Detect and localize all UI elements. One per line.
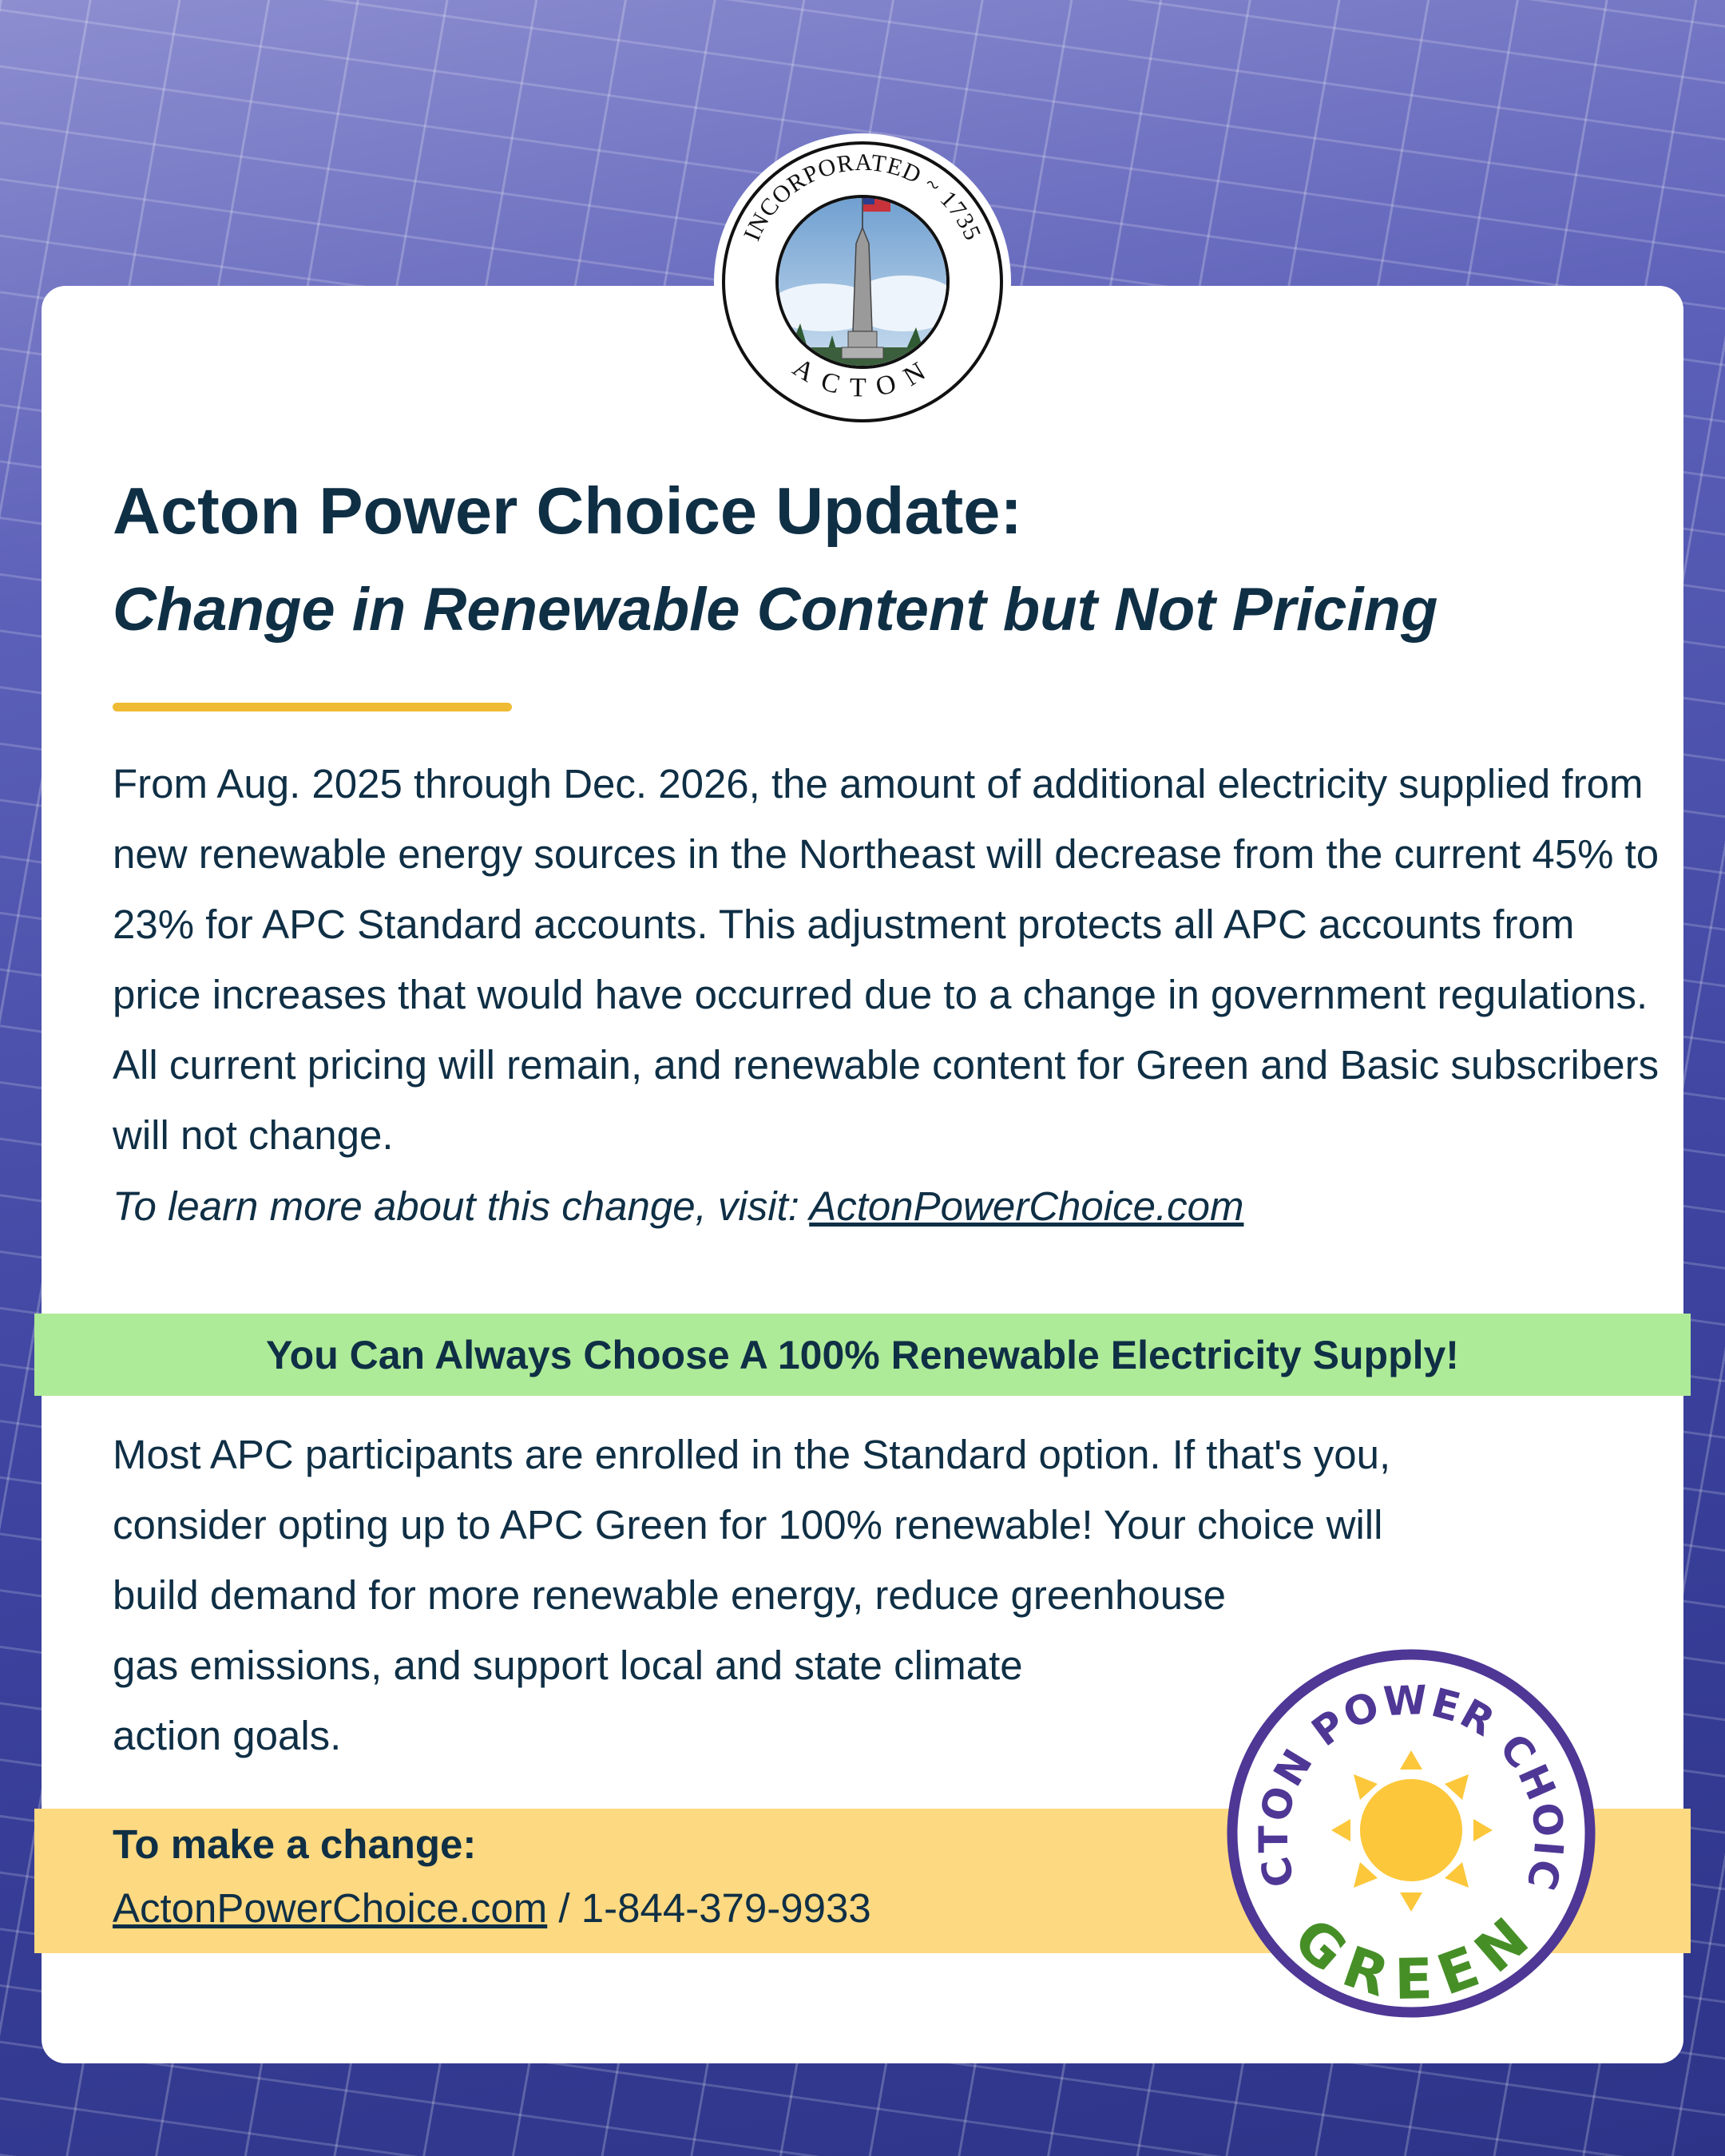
learn-more-line: To learn more about this change, visit: … (113, 1179, 1670, 1235)
page-title: Acton Power Choice Update: (113, 474, 1023, 548)
body-line: action goals. (113, 1713, 342, 1758)
learn-more-link[interactable]: ActonPowerChoice.com (809, 1183, 1244, 1229)
renewable-banner: You Can Always Choose A 100% Renewable E… (34, 1314, 1691, 1396)
banner-text: You Can Always Choose A 100% Renewable E… (266, 1332, 1459, 1377)
body-paragraph: Most APC participants are enrolled in th… (113, 1420, 1390, 1771)
body-line: Most APC participants are enrolled in th… (113, 1432, 1391, 1477)
contact-separator: / (547, 1885, 581, 1931)
learn-more-text: To learn more about this change, visit: (113, 1183, 810, 1229)
body-line: consider opting up to APC Green for 100%… (113, 1502, 1383, 1548)
body-line: gas emissions, and support local and sta… (113, 1643, 1023, 1688)
intro-section: From Aug. 2025 through Dec. 2026, the am… (113, 749, 1670, 1235)
page-subtitle: Change in Renewable Content but Not Pric… (113, 576, 1438, 644)
accent-divider (113, 703, 512, 711)
phone-number[interactable]: 1-844-379-9933 (581, 1885, 871, 1931)
acton-town-seal: INCORPORATED ~ 1735 ACTON (714, 133, 1011, 430)
apc-green-badge: ACTON POWER CHOICE GREEN (1226, 1648, 1596, 2018)
intro-paragraph: From Aug. 2025 through Dec. 2026, the am… (113, 761, 1660, 1158)
website-link[interactable]: ActonPowerChoice.com (113, 1885, 548, 1931)
body-line: build demand for more renewable energy, … (113, 1572, 1226, 1618)
contact-line: ActonPowerChoice.com / 1-844-379-9933 (113, 1885, 871, 1932)
sun-icon (1331, 1750, 1493, 1912)
make-change-label: To make a change: (113, 1821, 477, 1867)
